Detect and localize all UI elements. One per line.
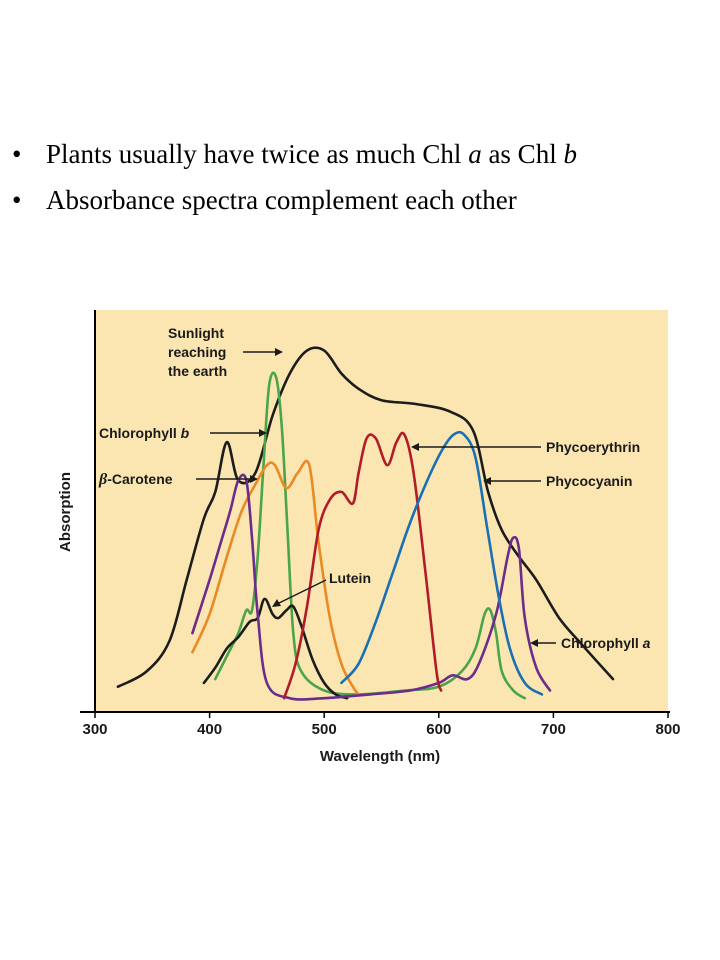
annotation-label: Lutein <box>329 570 371 586</box>
annotation-chlorophyll-a: Chlorophyll a <box>530 635 651 651</box>
bullet-list: • Plants usually have twice as much Chl a… <box>12 134 712 226</box>
x-tick-group: 300 400 500 600 700 800 <box>82 712 681 738</box>
arrow-head <box>250 475 258 483</box>
series-line-phycocyanin <box>340 430 544 696</box>
bullet-dot: • <box>12 185 22 215</box>
arrow-head <box>259 429 267 437</box>
x-tick-label: 400 <box>197 721 222 738</box>
annotation-label: Chlorophyll a <box>561 635 651 651</box>
bullet-text-mid: as Chl <box>481 139 564 169</box>
annotation-arrow <box>276 579 327 605</box>
annotation-beta-carotene: β-Carotene <box>98 471 258 488</box>
arrow-head <box>272 599 281 607</box>
series-line-chlorophyll-a <box>191 473 552 701</box>
arrow-head <box>275 348 283 356</box>
annotation-label: Chlorophyll b <box>99 425 190 441</box>
bullet-item: • Plants usually have twice as much Chl a… <box>12 134 712 180</box>
annotation-label: Phycocyanin <box>546 473 632 489</box>
x-axis-title: Wavelength (nm) <box>320 748 440 765</box>
annotation-phycoerythrin: Phycoerythrin <box>411 439 640 455</box>
series-line-lutein <box>202 597 349 700</box>
bullet-dot: • <box>12 139 22 169</box>
bullet-text-pre: Plants usually have twice as much Chl <box>46 139 469 169</box>
annotation-lutein: Lutein <box>272 570 371 607</box>
arrow-head <box>530 639 538 647</box>
arrow-head <box>411 443 419 451</box>
series-line-sunlight-reaching-the-earth <box>116 346 615 688</box>
x-tick-label: 300 <box>82 721 107 738</box>
annotation-label: Sunlight <box>168 325 224 341</box>
x-tick-label: 800 <box>655 721 680 738</box>
bullet-chl-b: b <box>563 139 577 169</box>
x-tick-label: 600 <box>426 721 451 738</box>
series-line--carotene <box>191 459 360 696</box>
x-tick-label: 500 <box>312 721 337 738</box>
series-line-phycoerythrin <box>282 431 443 700</box>
annotation-sunlight: Sunlight reaching the earth <box>168 325 283 379</box>
annotation-label: reaching <box>168 344 226 360</box>
arrow-head <box>483 477 491 485</box>
y-axis-title: Absorption <box>57 472 74 552</box>
bullet-item: • Absorbance spectra complement each othe… <box>12 180 712 226</box>
bullet-chl-a: a <box>468 139 482 169</box>
annotation-phycocyanin: Phycocyanin <box>483 473 632 489</box>
annotation-label: Phycoerythrin <box>546 439 640 455</box>
x-tick-label: 700 <box>541 721 566 738</box>
curves-group <box>116 346 615 701</box>
plot-background <box>95 310 668 712</box>
annotation-label: the earth <box>168 363 227 379</box>
annotation-chlorophyll-b: Chlorophyll b <box>99 425 267 441</box>
bullet-text: Absorbance spectra complement each other <box>46 185 517 215</box>
annotation-label: β-Carotene <box>98 471 173 488</box>
